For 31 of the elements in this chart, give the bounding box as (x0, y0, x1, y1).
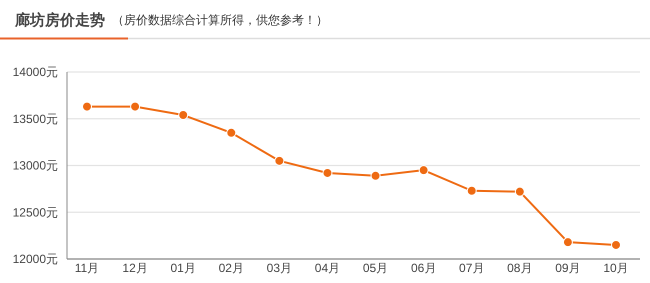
x-tick-label: 05月 (362, 261, 388, 275)
x-tick-label: 11月 (74, 261, 100, 275)
point (370, 170, 381, 181)
point (274, 156, 284, 166)
y-tick-label: 13000元 (12, 158, 58, 172)
point (418, 165, 429, 176)
y-tick-label: 12500元 (12, 205, 58, 220)
y-tick-label: 12000元 (12, 252, 58, 266)
y-tick-label: 13500元 (12, 112, 58, 126)
x-tick-label: 09月 (555, 261, 581, 275)
point (82, 102, 92, 112)
x-tick-label: 07月 (459, 261, 484, 275)
point (611, 240, 621, 250)
x-tick-label: 08月 (507, 261, 532, 275)
chart-subtitle: （房价数据综合计算所得，供您参考！） (112, 13, 328, 27)
point (322, 168, 332, 178)
x-tick-label: 12月 (122, 261, 148, 275)
x-tick-label: 04月 (314, 261, 340, 275)
chart-title: 廊坊房价走势 (14, 11, 105, 29)
x-tick-label: 06月 (410, 261, 436, 275)
point (562, 237, 573, 248)
x-tick-label: 10月 (603, 261, 629, 275)
point (466, 186, 477, 196)
point (178, 110, 188, 120)
x-tick-label: 02月 (218, 261, 244, 275)
y-tick-label: 14000元 (12, 65, 58, 79)
x-tick-label: 03月 (266, 261, 292, 275)
point (130, 102, 140, 112)
point (226, 128, 236, 138)
x-tick-label: 01月 (170, 261, 196, 275)
point (514, 186, 525, 197)
